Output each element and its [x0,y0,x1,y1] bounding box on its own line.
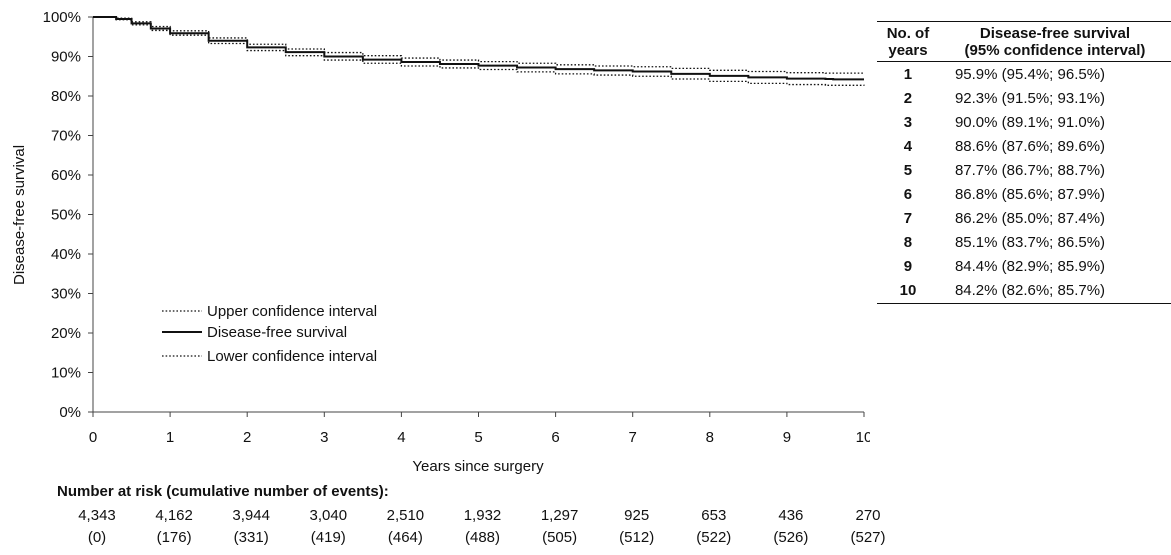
risk-at-risk-cell: 1,932 [463,507,502,524]
survival-table-row: 5 87.7% (86.7%; 88.7%) [877,158,1171,182]
risk-events-cell: (488) [464,529,501,546]
legend-label: Upper confidence interval [207,303,377,320]
row-year: 6 [903,186,913,204]
survival-table-row: 3 90.0% (89.1%; 91.0%) [877,110,1171,134]
y-tick-label: 40% [51,246,81,263]
header-years: No. of years [877,22,939,62]
row-year: 3 [903,113,913,131]
row-value: 86.2% (85.0%; 87.4%) [954,210,1106,228]
legend-label: Lower confidence interval [207,348,377,365]
risk-at-risk-cell: 3,944 [232,507,270,524]
row-year: 7 [903,210,913,228]
y-tick-label: 70% [51,128,81,145]
survival-chart: 0% 10% 20% 30% 40% 50% 60% 70% 80% 90% 100% 0 1 2 3 4 5 6… [11,9,870,475]
y-tick-label: 90% [51,49,81,66]
row-value: 88.6% (87.6%; 89.6%) [954,137,1106,155]
risk-table-title: Number at risk (cumulative number of eve… [57,483,389,500]
survival-table-row: 1 95.9% (95.4%; 96.5%) [877,62,1171,87]
chart-lines [93,16,865,86]
row-value: 95.9% (95.4%; 96.5%) [954,65,1106,83]
x-tick-label: 8 [706,429,714,446]
header-value-line2: (95% confidence interval) [964,42,1146,59]
series-line [93,16,865,86]
risk-at-risk-cell: 3,040 [309,507,348,524]
risk-events-cell: (526) [773,529,809,546]
row-value: 87.7% (86.7%; 88.7%) [954,161,1106,179]
x-tick-label: 10 [856,429,870,446]
row-year: 5 [903,161,913,179]
y-axis-title: Disease-free survival [11,145,28,285]
x-tick-label: 6 [551,429,559,446]
risk-at-risk-cell: 1,297 [540,507,579,524]
survival-table-row: 7 86.2% (85.0%; 87.4%) [877,207,1171,231]
row-year: 2 [903,89,913,107]
survival-table-header: No. of years Disease-free survival (95% … [877,21,1171,62]
risk-events-cell: (331) [233,529,269,546]
row-year: 1 [903,65,913,83]
risk-events-cell: (512) [619,529,655,546]
risk-at-risk-cell: 270 [855,507,881,524]
y-tick-label: 30% [51,286,81,303]
x-tick-label: 2 [243,429,251,446]
risk-events-cell: (0) [87,529,107,546]
series-line [93,16,865,74]
row-value: 90.0% (89.1%; 91.0%) [954,113,1106,131]
x-axis-title: Years since surgery [412,458,544,475]
risk-events-cell: (419) [310,529,346,546]
survival-table: No. of years Disease-free survival (95% … [877,21,1171,304]
x-tick-label: 1 [166,429,174,446]
y-tick-label: 0% [59,404,81,421]
survival-table-row: 4 88.6% (87.6%; 89.6%) [877,134,1171,158]
x-tick-label: 7 [629,429,637,446]
row-value: 92.3% (91.5%; 93.1%) [954,89,1106,107]
y-tick-label: 100% [43,9,81,26]
series-line [93,16,864,81]
row-value: 84.4% (82.9%; 85.9%) [954,258,1106,276]
row-value: 85.1% (83.7%; 86.5%) [954,234,1106,252]
survival-table-row: 10 84.2% (82.6%; 85.7%) [877,279,1171,304]
risk-at-risk-cell: 436 [778,507,804,524]
row-year: 8 [903,234,913,252]
y-tick-label: 80% [51,88,81,105]
risk-events-cell: (464) [387,529,423,546]
risk-at-risk-cell: 2,510 [386,507,425,524]
row-year: 4 [903,137,913,155]
header-value: Disease-free survival (95% confidence in… [939,22,1171,62]
risk-at-risk-cell: 925 [624,507,650,524]
y-tick-label: 60% [51,167,81,184]
survival-table-row: 6 86.8% (85.6%; 87.9%) [877,182,1171,206]
row-year: 9 [903,258,913,276]
x-tick-label: 0 [89,429,97,446]
risk-at-risk-cell: 653 [701,507,727,524]
risk-events-cell: (505) [542,529,578,546]
header-years-line1: No. of [886,25,930,42]
x-tick-label: 9 [783,429,791,446]
x-tick-label: 4 [397,429,405,446]
row-value: 86.8% (85.6%; 87.9%) [954,186,1106,204]
y-tick-label: 50% [51,207,81,224]
survival-table-row: 2 92.3% (91.5%; 93.1%) [877,86,1171,110]
risk-at-risk-cell: 4,162 [155,507,193,524]
row-value: 84.2% (82.6%; 85.7%) [954,282,1106,300]
y-tick-label: 10% [51,365,81,382]
x-tick-label: 3 [320,429,328,446]
header-years-line2: years [888,42,928,59]
risk-events-cell: (527) [850,529,886,546]
survival-table-row: 9 84.4% (82.9%; 85.9%) [877,255,1171,279]
row-year: 10 [899,282,917,300]
y-tick-label: 20% [51,325,81,342]
risk-events-cell: (176) [156,529,192,546]
chart-legend: Upper confidence interval Disease-free su… [162,303,377,365]
x-tick-label: 5 [474,429,482,446]
chart-axes: 0% 10% 20% 30% 40% 50% 60% 70% 80% 90% 100% 0 1 2 3 4 5 6… [43,9,870,446]
legend-label: Disease-free survival [207,324,347,341]
risk-at-risk-cell: 4,343 [78,507,116,524]
survival-table-row: 8 85.1% (83.7%; 86.5%) [877,231,1171,255]
risk-events-cell: (522) [696,529,732,546]
header-value-line1: Disease-free survival [979,25,1131,42]
